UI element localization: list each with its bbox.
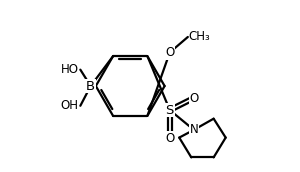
Text: N: N <box>190 123 198 136</box>
Text: HO: HO <box>61 63 79 76</box>
Text: O: O <box>189 92 199 105</box>
Text: O: O <box>165 132 174 145</box>
Text: CH₃: CH₃ <box>189 30 211 44</box>
Text: OH: OH <box>61 99 79 112</box>
Text: O: O <box>165 46 174 59</box>
Text: B: B <box>86 79 95 93</box>
Text: S: S <box>166 104 174 117</box>
